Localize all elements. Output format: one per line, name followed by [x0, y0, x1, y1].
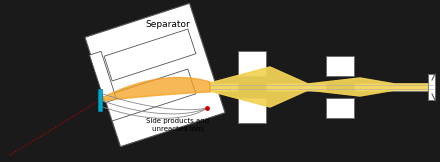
Polygon shape	[90, 51, 117, 103]
Bar	[266, 83, 326, 91]
Polygon shape	[210, 67, 433, 107]
Text: Side products and
unreacted ions: Side products and unreacted ions	[147, 118, 209, 132]
Bar	[354, 83, 428, 91]
Bar	[326, 56, 354, 76]
Polygon shape	[85, 3, 225, 147]
Polygon shape	[104, 29, 196, 81]
Bar	[428, 74, 435, 100]
Bar	[326, 98, 354, 118]
Polygon shape	[104, 69, 196, 121]
Bar	[238, 51, 266, 76]
Bar	[98, 89, 102, 111]
Bar	[210, 83, 238, 91]
Polygon shape	[100, 77, 210, 101]
Polygon shape	[210, 67, 433, 107]
Text: Separator: Separator	[146, 20, 191, 29]
Bar	[238, 98, 266, 123]
